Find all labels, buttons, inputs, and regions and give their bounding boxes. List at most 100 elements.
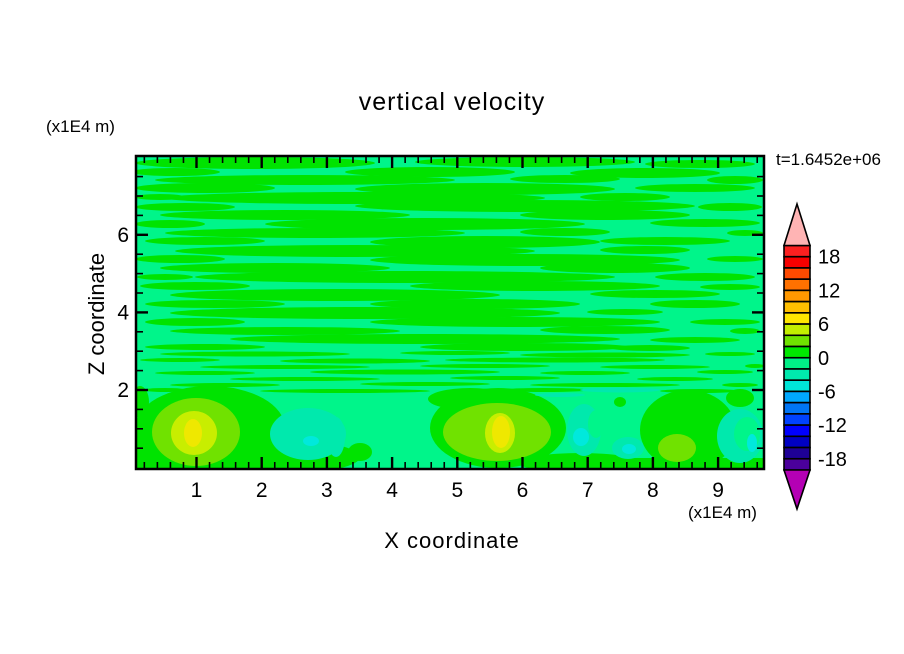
streak-band [145, 318, 245, 326]
contour-feature [658, 434, 696, 462]
streak-filament [705, 352, 755, 356]
streak-band [520, 210, 690, 220]
streak-band [650, 300, 740, 308]
colorbar-segment [783, 446, 811, 460]
contour-feature [270, 408, 346, 460]
streak-filament [155, 371, 255, 375]
streak-filament [445, 357, 665, 363]
streak-band [540, 326, 670, 334]
streak-band [540, 263, 690, 273]
colorbar-tick-label: 0 [818, 348, 829, 370]
streak-band [145, 237, 265, 245]
streak-band [510, 175, 620, 183]
x-tick-label: 3 [321, 479, 333, 502]
colorbar-segment [783, 379, 811, 393]
streak-filament [200, 365, 370, 369]
streak-band [650, 219, 760, 227]
streak-band [698, 203, 762, 211]
colorbar-tick-label: 18 [818, 247, 840, 269]
streak-filament [722, 383, 758, 387]
colorbar-tick-label: -6 [818, 381, 836, 403]
streak-filament [450, 376, 560, 380]
colorbar-segment [783, 424, 811, 438]
streak-filament [360, 382, 490, 386]
streak-band [137, 203, 235, 211]
streak-band [137, 274, 193, 280]
streak-band [170, 289, 500, 301]
contour-feature [327, 417, 345, 457]
streak-band [580, 193, 670, 201]
streak-band [370, 317, 660, 327]
streak-band [265, 218, 585, 230]
colorbar-segment [783, 267, 811, 280]
contour-feature [622, 444, 636, 454]
streak-band [520, 228, 610, 236]
z-tick-label: 6 [117, 224, 129, 247]
streak-band [645, 160, 755, 168]
z-tick-label: 2 [117, 379, 129, 402]
streak-band [415, 157, 635, 167]
streak-filament [310, 369, 500, 375]
streak-filament [637, 377, 713, 381]
x-tick-label: 4 [386, 479, 398, 502]
streak-band [587, 309, 663, 315]
streak-band [140, 282, 250, 290]
streak-band [410, 281, 660, 291]
contour-feature [726, 389, 754, 407]
page-title: vertical velocity [358, 88, 546, 116]
streak-band [650, 337, 740, 343]
streak-band [355, 183, 615, 195]
streak-filament [600, 365, 710, 369]
streak-filament [540, 371, 630, 375]
streak-band [137, 220, 205, 228]
streak-band [370, 299, 580, 309]
colorbar-segment [783, 413, 811, 426]
z-axis-unit-label: (x1E4 m) [46, 117, 115, 136]
streak-band [370, 254, 680, 266]
colorbar-segment [783, 244, 811, 258]
streak-band [145, 300, 285, 308]
colorbar-segment [783, 401, 811, 415]
streak-band [690, 319, 760, 325]
streak-filament [400, 351, 510, 355]
streak-band [137, 168, 220, 176]
contour-feature [348, 443, 372, 461]
colorbar-segment [783, 289, 811, 303]
streak-band [370, 236, 600, 248]
streak-band [707, 256, 763, 262]
x-tick-label: 5 [451, 479, 463, 502]
x-axis-title: X coordinate [384, 528, 520, 553]
streak-band [195, 271, 615, 283]
streak-filament [170, 383, 280, 387]
streak-band [137, 183, 275, 193]
contour-feature [184, 419, 202, 447]
plot-border [134, 154, 766, 471]
colorbar-under-arrow [782, 469, 812, 512]
streak-band [155, 175, 455, 185]
x-tick-label: 6 [517, 479, 529, 502]
streak-filament [260, 389, 430, 393]
streak-band [230, 334, 620, 344]
streak-band [165, 228, 465, 238]
streak-filament [697, 370, 753, 374]
contour-feature [573, 428, 589, 446]
colorbar-segment [783, 345, 811, 359]
streak-band [170, 327, 400, 335]
contour-feature [588, 410, 604, 438]
colorbar-segment [783, 368, 811, 382]
colorbar-segment [783, 278, 811, 292]
colorbar-segment [783, 334, 811, 348]
x-axis-unit-label: (x1E4 m) [688, 503, 757, 522]
colorbar-segment [783, 312, 811, 325]
streak-band [730, 328, 760, 334]
streak-band [635, 184, 755, 192]
colorbar-segment [783, 356, 811, 370]
x-tick-label: 9 [712, 479, 724, 502]
x-tick-label: 1 [191, 479, 203, 502]
x-tick-label: 8 [647, 479, 659, 502]
streak-band [137, 255, 225, 263]
colorbar-segment [783, 255, 811, 269]
streak-band [137, 194, 185, 200]
